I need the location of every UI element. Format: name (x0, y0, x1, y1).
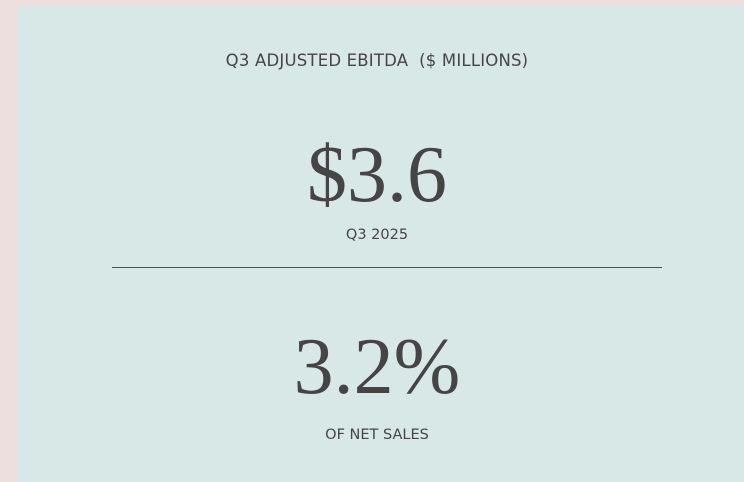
metric-label: Q3 2025 (345, 227, 409, 243)
card: Q3 ADJUSTED EBITDA ($ MILLIONS) $3.6 Q3 … (17, 5, 744, 482)
metric-value: 3.2% (293, 323, 461, 411)
title: Q3 ADJUSTED EBITDA ($ MILLIONS) (225, 51, 529, 70)
metric-value: $3.6 (307, 131, 447, 219)
metric-label: OF NET SALES (325, 427, 429, 443)
divider (112, 267, 662, 268)
